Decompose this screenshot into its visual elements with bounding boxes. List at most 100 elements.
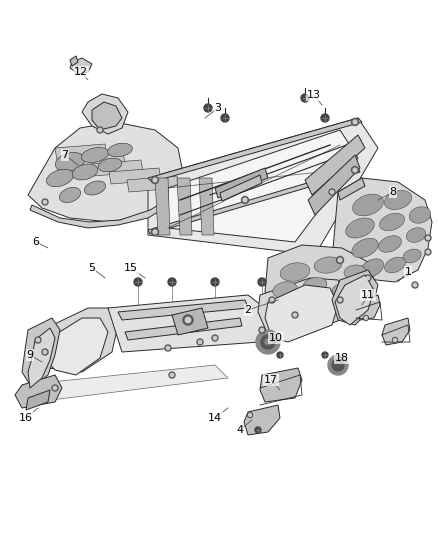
Ellipse shape (403, 249, 421, 263)
Ellipse shape (360, 259, 384, 277)
Circle shape (261, 335, 275, 349)
Circle shape (328, 355, 348, 375)
Ellipse shape (273, 282, 297, 298)
Circle shape (99, 128, 102, 132)
Circle shape (53, 386, 57, 390)
Ellipse shape (55, 152, 85, 172)
Polygon shape (55, 144, 107, 160)
Ellipse shape (72, 164, 98, 180)
Polygon shape (73, 152, 125, 168)
Polygon shape (199, 178, 214, 235)
Circle shape (394, 338, 396, 341)
Circle shape (352, 166, 358, 174)
Polygon shape (42, 318, 108, 375)
Text: 3: 3 (215, 103, 222, 113)
Polygon shape (220, 175, 262, 201)
Text: 4: 4 (237, 425, 244, 435)
Ellipse shape (378, 236, 402, 252)
Text: 18: 18 (335, 353, 349, 363)
Polygon shape (22, 318, 60, 388)
Circle shape (353, 168, 357, 172)
Ellipse shape (332, 284, 352, 296)
Circle shape (259, 327, 265, 333)
Polygon shape (265, 245, 375, 318)
Circle shape (269, 297, 275, 303)
Circle shape (425, 235, 431, 241)
Circle shape (330, 190, 334, 193)
Polygon shape (332, 178, 432, 282)
Text: 10: 10 (269, 333, 283, 343)
Circle shape (425, 249, 431, 255)
Circle shape (412, 282, 418, 288)
Circle shape (322, 352, 328, 358)
Polygon shape (22, 365, 228, 402)
Ellipse shape (409, 207, 431, 223)
Polygon shape (308, 155, 360, 215)
Text: 17: 17 (264, 375, 278, 385)
Circle shape (249, 414, 251, 416)
Polygon shape (155, 178, 170, 235)
Circle shape (338, 298, 342, 302)
Ellipse shape (385, 257, 406, 273)
Polygon shape (82, 94, 128, 134)
Circle shape (221, 114, 229, 122)
Polygon shape (258, 278, 345, 338)
Polygon shape (30, 195, 178, 228)
Polygon shape (70, 56, 78, 66)
Ellipse shape (108, 143, 132, 157)
Ellipse shape (46, 169, 74, 187)
Circle shape (364, 317, 367, 319)
Circle shape (353, 120, 357, 124)
Ellipse shape (98, 158, 122, 172)
Polygon shape (108, 295, 270, 352)
Ellipse shape (81, 148, 109, 163)
Text: 13: 13 (307, 90, 321, 100)
Text: 12: 12 (74, 67, 88, 77)
Polygon shape (148, 118, 378, 255)
Polygon shape (26, 390, 50, 410)
Ellipse shape (280, 263, 310, 281)
Circle shape (52, 385, 58, 391)
Circle shape (212, 335, 218, 341)
Text: 1: 1 (405, 267, 411, 277)
Circle shape (153, 230, 157, 234)
Circle shape (256, 330, 280, 354)
Circle shape (185, 317, 191, 323)
Polygon shape (215, 168, 268, 198)
Circle shape (183, 315, 193, 325)
Circle shape (426, 236, 430, 240)
Circle shape (329, 189, 335, 195)
Circle shape (426, 251, 430, 254)
Circle shape (243, 198, 247, 202)
Polygon shape (127, 176, 179, 192)
Polygon shape (335, 275, 374, 325)
Circle shape (168, 278, 176, 286)
Text: 16: 16 (19, 413, 33, 423)
Polygon shape (177, 178, 192, 235)
Circle shape (42, 199, 48, 205)
Circle shape (301, 94, 309, 102)
Polygon shape (32, 308, 118, 372)
Circle shape (336, 256, 343, 263)
Circle shape (152, 176, 159, 183)
Circle shape (43, 200, 47, 204)
Polygon shape (260, 368, 302, 402)
Circle shape (365, 275, 371, 281)
Polygon shape (332, 270, 378, 325)
Ellipse shape (353, 194, 383, 216)
Circle shape (247, 413, 252, 417)
Circle shape (169, 372, 175, 378)
Circle shape (197, 339, 203, 345)
Polygon shape (265, 285, 338, 342)
Ellipse shape (352, 238, 378, 258)
Ellipse shape (379, 213, 405, 231)
Circle shape (337, 297, 343, 303)
Ellipse shape (385, 190, 412, 209)
Ellipse shape (406, 228, 426, 243)
Polygon shape (118, 300, 248, 320)
Circle shape (211, 278, 219, 286)
Circle shape (165, 345, 171, 351)
Text: 6: 6 (32, 237, 39, 247)
Circle shape (293, 313, 297, 317)
Polygon shape (28, 328, 55, 388)
